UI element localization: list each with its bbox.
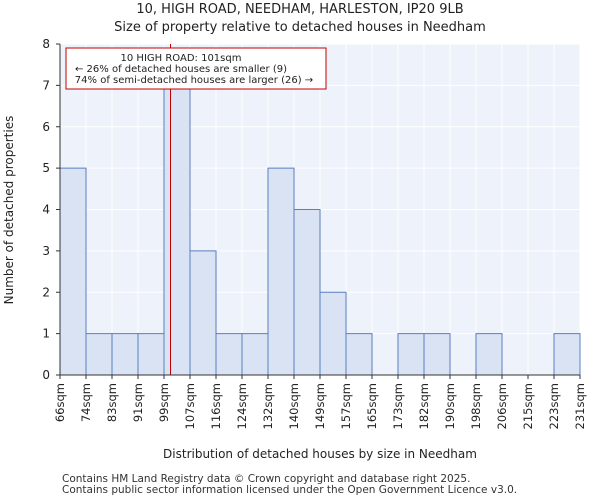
x-axis-label: Distribution of detached houses by size … <box>163 447 477 461</box>
x-tick-label: 116sqm <box>209 383 223 429</box>
bar-99sqm <box>163 84 191 376</box>
annotation-line-1: 10 HIGH ROAD: 101sqm <box>121 53 242 64</box>
x-tick-label: 190sqm <box>443 383 457 429</box>
x-tick-label: 107sqm <box>183 383 197 429</box>
y-axis-label: Number of detached properties <box>2 116 16 305</box>
bar-140sqm <box>293 209 321 376</box>
bar-182sqm <box>423 333 451 376</box>
chart-subtitle: Size of property relative to detached ho… <box>114 20 486 35</box>
bar-132sqm <box>267 167 295 376</box>
x-tick-label: 74sqm <box>79 383 93 422</box>
x-tick-label: 206sqm <box>495 383 509 429</box>
bar-157sqm <box>345 333 373 376</box>
annotation-border <box>65 47 327 90</box>
annotation-box: 10 HIGH ROAD: 101sqm ← 26% of detached h… <box>65 47 327 90</box>
y-tick-label: 7 <box>42 78 50 92</box>
x-tick-label: 231sqm <box>573 383 587 429</box>
x-tick-label: 91sqm <box>131 383 145 422</box>
y-tick-label: 1 <box>42 327 50 341</box>
bar-83sqm <box>111 333 139 376</box>
x-tick-label: 157sqm <box>339 383 353 429</box>
x-tick-label: 165sqm <box>365 383 379 429</box>
x-tick-label: 182sqm <box>417 383 431 429</box>
x-tick-label: 223sqm <box>547 383 561 429</box>
chart-title: 10, HIGH ROAD, NEEDHAM, HARLESTON, IP20 … <box>136 2 464 17</box>
x-tick-label: 99sqm <box>157 383 171 422</box>
bar-124sqm <box>241 333 269 376</box>
x-tick-label: 83sqm <box>105 383 119 422</box>
bar-173sqm <box>397 333 425 376</box>
bar-198sqm <box>475 333 503 376</box>
footer-line-1: Contains HM Land Registry data © Crown c… <box>62 473 471 485</box>
bar-107sqm <box>189 250 217 376</box>
bars <box>59 84 581 376</box>
x-tick-labels: 66sqm 74sqm 83sqm 91sqm 99sqm 107sqm 116sqm 124… <box>53 375 587 429</box>
annotation-line-3: 74% of semi-detached houses are larger (… <box>75 75 313 86</box>
y-tick-label: 2 <box>42 285 50 299</box>
bar-223sqm <box>553 333 581 376</box>
y-tick-label: 8 <box>42 37 50 51</box>
x-tick-label: 198sqm <box>469 383 483 429</box>
x-tick-label: 124sqm <box>235 383 249 429</box>
bar-91sqm <box>137 333 165 376</box>
x-tick-label: 215sqm <box>521 383 535 429</box>
y-tick-label: 4 <box>42 203 50 217</box>
x-tick-label: 132sqm <box>261 383 275 429</box>
bar-74sqm <box>85 333 113 376</box>
y-tick-label: 5 <box>42 161 50 175</box>
footer-line-2: Contains public sector information licen… <box>62 484 518 496</box>
x-tick-label: 173sqm <box>391 383 405 429</box>
y-tick-label: 6 <box>42 120 50 134</box>
y-tick-labels: 0 1 2 3 4 5 6 7 8 <box>42 37 60 382</box>
y-tick-label: 0 <box>42 368 50 382</box>
bar-66sqm <box>59 167 87 376</box>
bar-116sqm <box>215 333 243 376</box>
x-tick-label: 149sqm <box>313 383 327 429</box>
y-tick-label: 3 <box>42 244 50 258</box>
x-tick-label: 140sqm <box>287 383 301 429</box>
annotation-line-2: ← 26% of detached houses are smaller (9) <box>75 64 287 75</box>
x-tick-label: 66sqm <box>53 383 67 422</box>
bar-149sqm <box>319 291 347 376</box>
